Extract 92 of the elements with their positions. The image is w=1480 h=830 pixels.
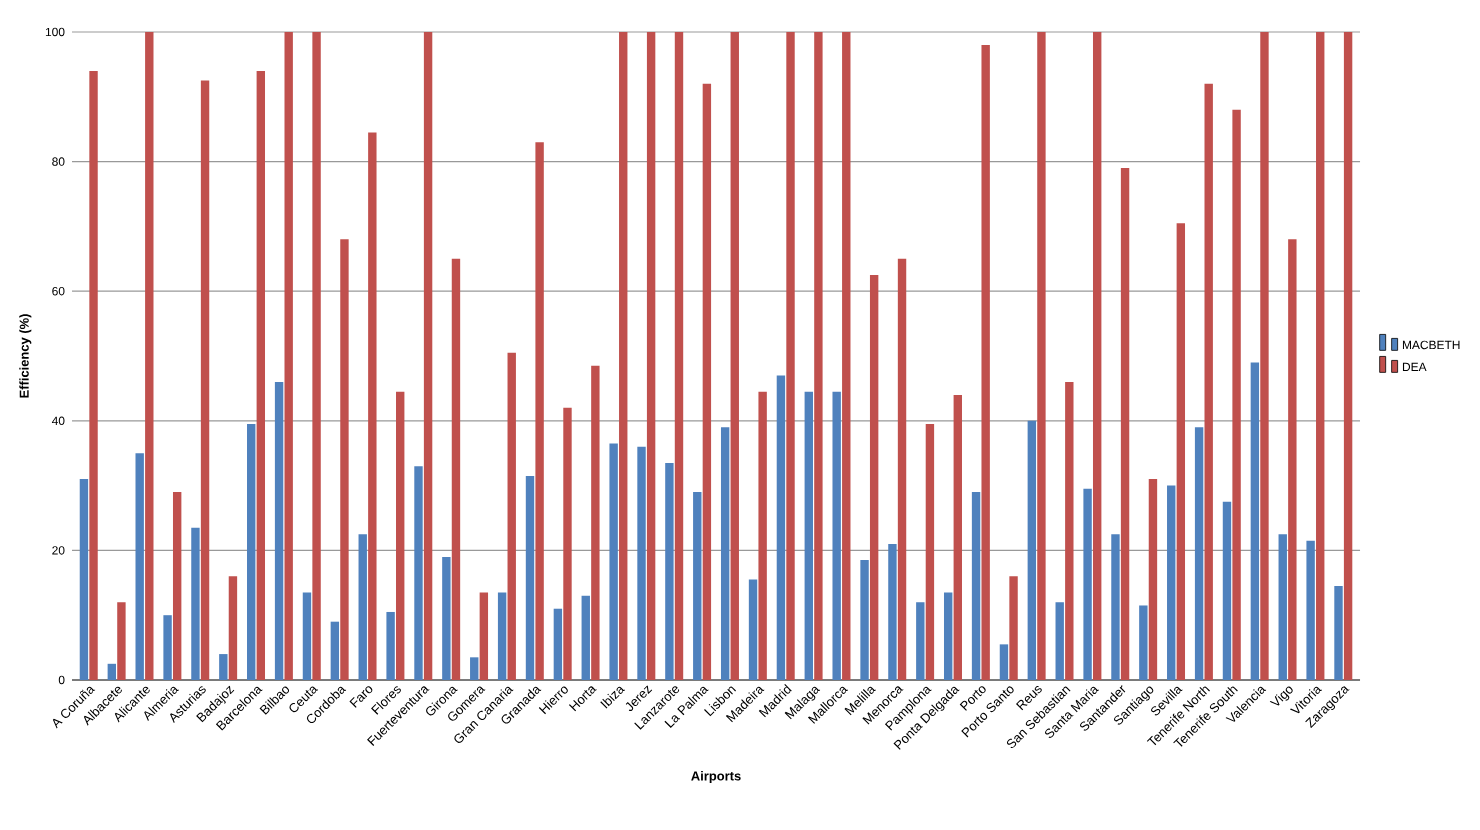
bar [451,258,461,680]
bar [507,352,516,680]
bar [284,31,293,680]
bar [247,424,256,680]
bar [888,543,897,680]
bar [804,391,813,680]
bar [860,560,869,680]
bar [971,492,981,680]
bar [414,466,423,680]
bar [916,602,925,680]
bar [191,527,200,680]
bar [302,592,312,680]
bar [340,239,349,680]
bar [442,556,451,680]
bar [1120,168,1130,680]
bar [1194,427,1204,680]
bar [758,391,767,680]
bar [1065,381,1074,680]
bar [274,381,284,680]
bar [1250,362,1260,680]
bar [1306,540,1315,680]
bar [535,142,544,680]
bar [1055,602,1064,680]
bar [674,31,684,680]
bar [1316,31,1325,680]
bar [1111,534,1120,680]
bar [145,31,154,680]
bar [423,31,433,680]
bar [256,70,266,680]
bar [79,479,89,680]
bar [553,608,563,680]
bar [330,621,340,680]
bar [117,602,126,680]
bar [1167,485,1176,680]
bar [163,615,172,680]
bar [1334,586,1343,680]
bar [943,592,953,680]
bar [897,258,907,680]
bar [619,31,628,680]
bar [1278,534,1287,680]
bar [748,579,758,680]
bar [776,375,786,680]
bar [312,31,321,680]
bar [832,391,841,680]
bar [646,31,656,680]
bar [637,446,646,680]
bar [786,31,795,680]
bar [1148,479,1158,680]
bar [1027,420,1037,680]
bar [925,424,935,680]
bar [981,44,990,680]
bar [953,394,962,680]
bar [525,475,535,680]
bar [200,80,210,680]
bar [720,427,730,680]
bar [1204,83,1213,680]
bar [470,657,479,680]
bar [107,663,117,680]
bar [386,611,395,680]
bar [479,592,489,680]
bar [358,534,367,680]
bar [172,492,182,680]
bar [1092,31,1102,680]
bar [1288,239,1297,680]
bar [1037,31,1046,680]
bar [1343,31,1353,680]
bar [609,443,618,680]
bar [730,31,739,680]
bar [1232,109,1241,680]
bar [702,83,712,680]
bar [842,31,851,680]
bar [591,365,600,680]
bar [999,644,1009,680]
bar [396,391,405,680]
bar [581,595,590,680]
bar [563,407,572,680]
bar [1222,501,1232,680]
bar [89,70,98,680]
bar [1009,576,1018,680]
bar [219,654,228,680]
bar [1260,31,1269,680]
bar [693,492,702,680]
bar [135,453,144,680]
bar [1083,488,1092,680]
bar [368,132,377,680]
bar [1176,223,1186,680]
bar [497,592,507,680]
bar [814,31,823,680]
bar [228,576,238,680]
bar [869,275,879,680]
bar [665,462,674,680]
bar [1139,605,1148,680]
